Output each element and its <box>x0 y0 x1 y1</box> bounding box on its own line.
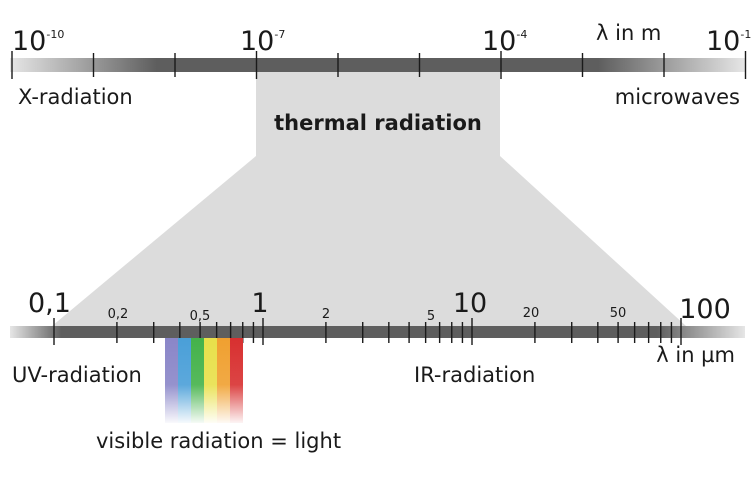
thermal-radiation-label: thermal radiation <box>274 111 482 135</box>
top-scale-ticks <box>11 51 747 79</box>
uv-radiation-label: UV-radiation <box>12 363 142 387</box>
visible-spectrum-fade <box>165 338 243 423</box>
x-radiation-label: X-radiation <box>18 85 133 109</box>
bottom-label-2: 2 <box>322 307 330 322</box>
top-label-1e-7: 10-7 <box>240 26 285 57</box>
thermal-radiation-band <box>52 72 686 326</box>
top-label-1e-10: 10-10 <box>12 26 64 57</box>
visible-light-label: visible radiation = light <box>96 429 341 453</box>
bottom-label-20: 20 <box>523 306 540 321</box>
bottom-label-1: 1 <box>251 288 268 319</box>
bottom-label-50: 50 <box>610 306 627 321</box>
bottom-label-5: 5 <box>427 309 435 324</box>
top-wavelength-bar <box>10 58 745 72</box>
bottom-label-10: 10 <box>453 288 487 319</box>
bottom-label-0-1: 0,1 <box>28 288 71 319</box>
bottom-label-100: 100 <box>679 294 731 325</box>
ir-radiation-label: IR-radiation <box>414 363 535 387</box>
bottom-unit-label: λ in µm <box>656 343 735 367</box>
top-label-1e-4: 10-4 <box>482 26 527 57</box>
bottom-label-0-5: 0,5 <box>190 309 211 324</box>
top-label-1e-1: 10-1 <box>706 26 751 57</box>
bottom-label-0-2: 0,2 <box>108 307 129 322</box>
microwaves-label: microwaves <box>615 85 740 109</box>
top-unit-label: λ in m <box>596 21 661 45</box>
bottom-wavelength-bar <box>10 326 745 338</box>
